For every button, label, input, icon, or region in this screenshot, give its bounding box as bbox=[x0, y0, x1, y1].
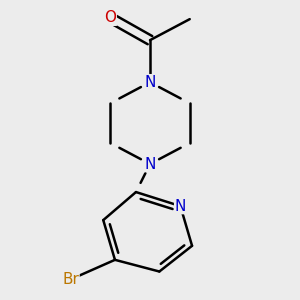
Text: N: N bbox=[144, 75, 156, 90]
Text: Br: Br bbox=[62, 272, 79, 287]
Text: N: N bbox=[144, 157, 156, 172]
Text: O: O bbox=[104, 10, 116, 25]
Text: N: N bbox=[175, 199, 186, 214]
